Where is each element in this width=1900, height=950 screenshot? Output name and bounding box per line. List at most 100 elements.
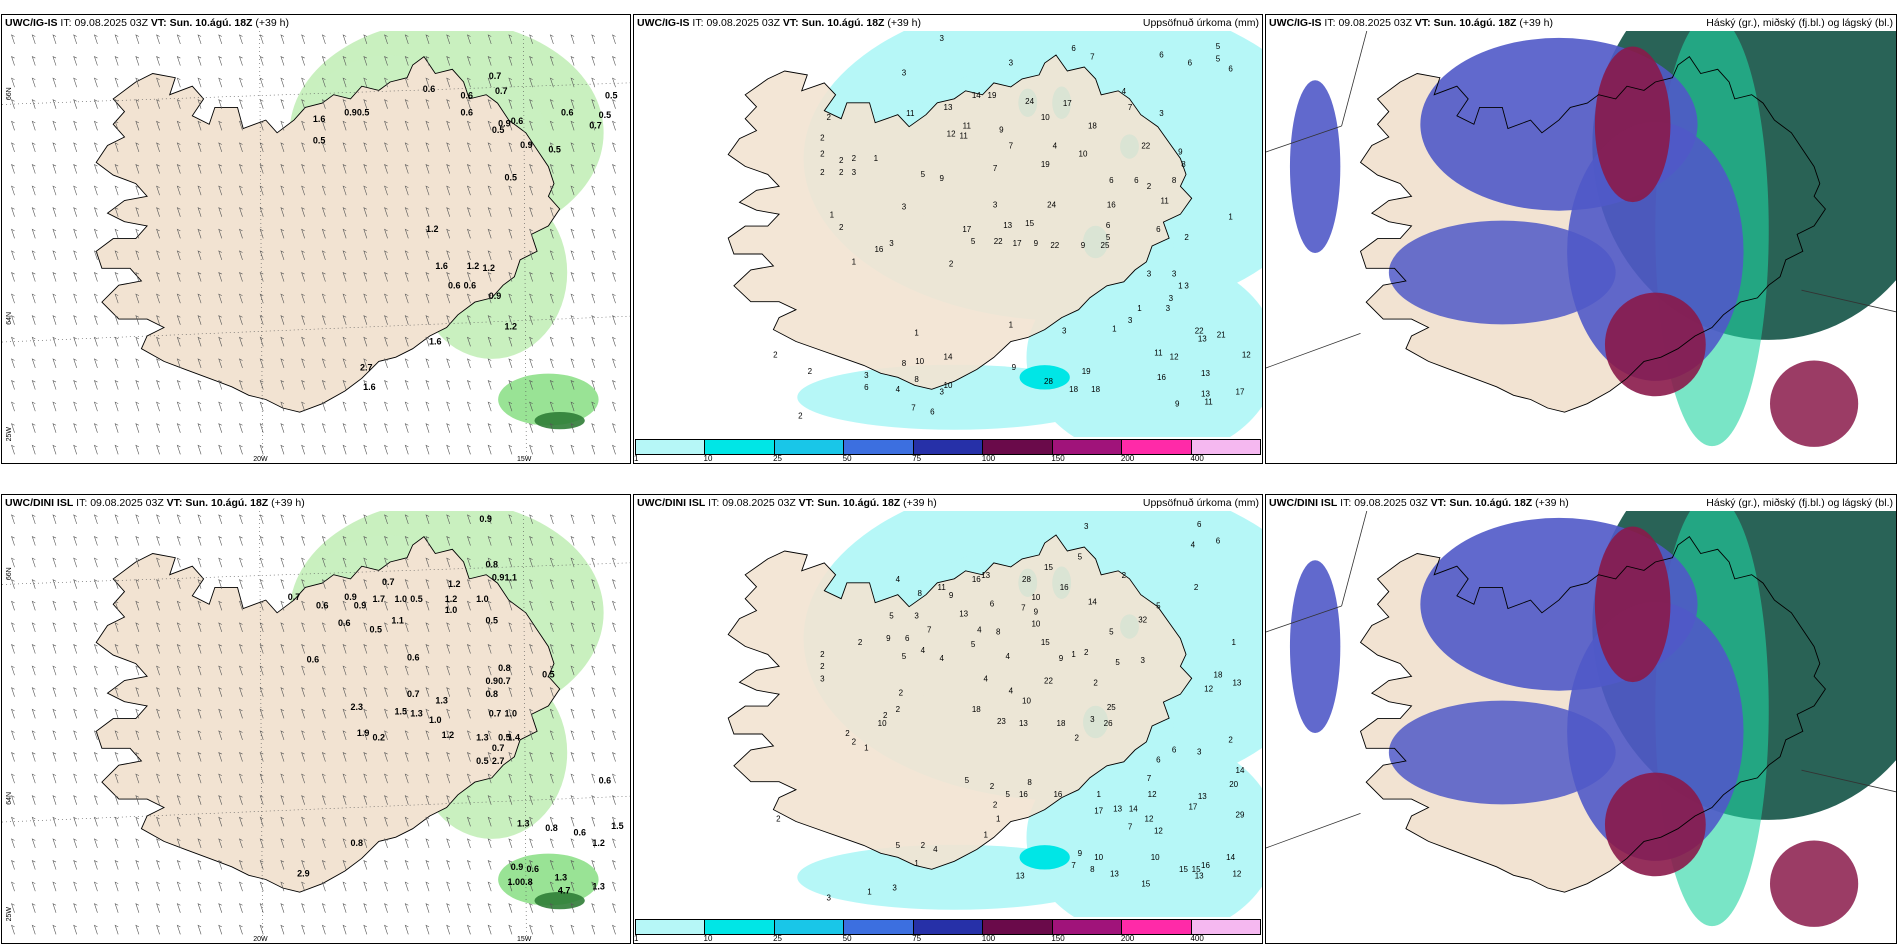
precip-value: 10 [1094,853,1103,862]
precip-value: 14 [1236,766,1245,775]
wind-barb [11,903,15,913]
wind-barb [549,643,554,654]
wind-barb [259,55,264,66]
wind-barb [156,336,160,347]
cloud-value: 1.2 [467,261,480,271]
precip-value: 3 [892,884,897,893]
wind-barb [570,185,575,196]
wind-barb [591,34,596,45]
wind-barb [487,271,492,282]
precip-value: 1 [830,211,835,220]
wind-barb [466,250,471,261]
wind-barb [31,379,36,390]
precip-value: 7 [1009,142,1014,151]
precip-map[interactable]: 3 6 6 4 5 15 28 16 13 2 2 16 4 11 8 9 14 10 13 9 5 6 7 5 3 7 10 32 4… [634,511,1262,917]
wind-barb [93,379,98,390]
precip-value: 3 [939,34,944,43]
wind-barb [197,514,202,525]
wind-barb [529,423,533,433]
wind-barb [446,924,451,935]
wind-barb [31,773,36,784]
cloud-value: 2.9 [297,868,310,878]
wind-barb [549,34,554,45]
wind-barb [404,687,409,697]
wind-barb [570,271,575,282]
wind-barb [176,358,181,369]
cloud-map[interactable] [1266,511,1896,943]
wind-barb [321,579,326,589]
colorbar-swatches [635,919,1261,935]
wind-barb [218,903,223,913]
wind-barb [321,163,326,174]
precip-value: 2 [839,168,844,177]
colorbar-swatch [705,440,775,454]
wind-barb [31,924,36,935]
wind-barb [176,77,181,88]
wind-barb [363,401,368,412]
precip-value: 13 [944,103,953,112]
cloud-value: 1.0 [504,709,517,719]
wind-barb [52,622,57,633]
coastline [727,534,1193,870]
wind-barb [218,730,223,741]
domain-border [1801,769,1896,793]
wind-barb [591,816,596,827]
wind-barb [487,708,492,719]
mid-cloud-area [1604,292,1706,397]
wind-barb [93,444,98,455]
precip-value: 11 [1161,196,1170,205]
precip-map[interactable]: 3 3 6 7 6 5 6 5 6 3 14 19 24 17 4 7 3 11 13 11 10 18 22 9 12 11 9 7… [634,31,1262,437]
cloud-value: 1.5 [611,821,624,831]
wind-barb [570,881,575,892]
wind-barb [31,643,36,654]
wind-barb [301,77,305,88]
wind-barb [176,924,181,935]
wind-barb [259,163,264,174]
graticule-label: 15W [517,936,532,943]
wind-barb [280,228,285,239]
wind-barb [466,622,471,633]
wind-barb [11,55,15,66]
wind-barb [176,336,181,347]
wind-barb [176,535,181,546]
cloud-value: 0.9 [486,676,499,686]
wind-barb [73,535,78,546]
wind-barb [384,185,388,196]
precip-value: 2 [839,156,844,165]
wind-barb [156,751,160,762]
wind-barb [466,423,471,433]
cloud-map[interactable] [1266,31,1896,463]
wind-barb [259,859,264,870]
wind-barb [52,207,57,217]
wind-barb [508,751,513,762]
wind-map[interactable]: 66N 64N 25W 20W 15W 0.9 0.8 0.9 1.1 0.7 1.2 0.7 0.9 1… [2,511,630,943]
wind-barb [612,120,616,131]
wind-barb [342,838,347,849]
precip-value: 3 [939,387,944,396]
wind-barb [52,423,57,433]
wind-barb [218,142,223,153]
wind-barb [487,600,492,611]
wind-barb [93,687,98,697]
wind-barb [342,207,347,217]
wind-barb [384,142,388,153]
wind-barb [239,924,243,935]
wind-barb [549,444,554,455]
wind-barb [218,77,223,88]
cloud-value: 0.7 [489,709,502,719]
wind-barb [73,120,78,131]
wind-map[interactable]: 66N 64N 25W 20W 15W 0.6 0.7 0.7 0.6 0.5 0.6 0.6 0.5 0… [2,31,630,463]
wind-barb [239,120,243,131]
colorbar-tick-label: 1 [634,454,639,463]
wind-barb [612,163,616,174]
precip-value: 2 [852,737,857,746]
wind-barb [342,535,347,546]
wind-barb [73,77,78,88]
valid-time-label: VT: [798,497,815,509]
wind-barb [52,816,57,827]
init-time-label: IT: [1324,17,1336,29]
wind-barb [31,336,36,347]
wind-barb [114,358,119,369]
wind-barb [239,881,243,892]
